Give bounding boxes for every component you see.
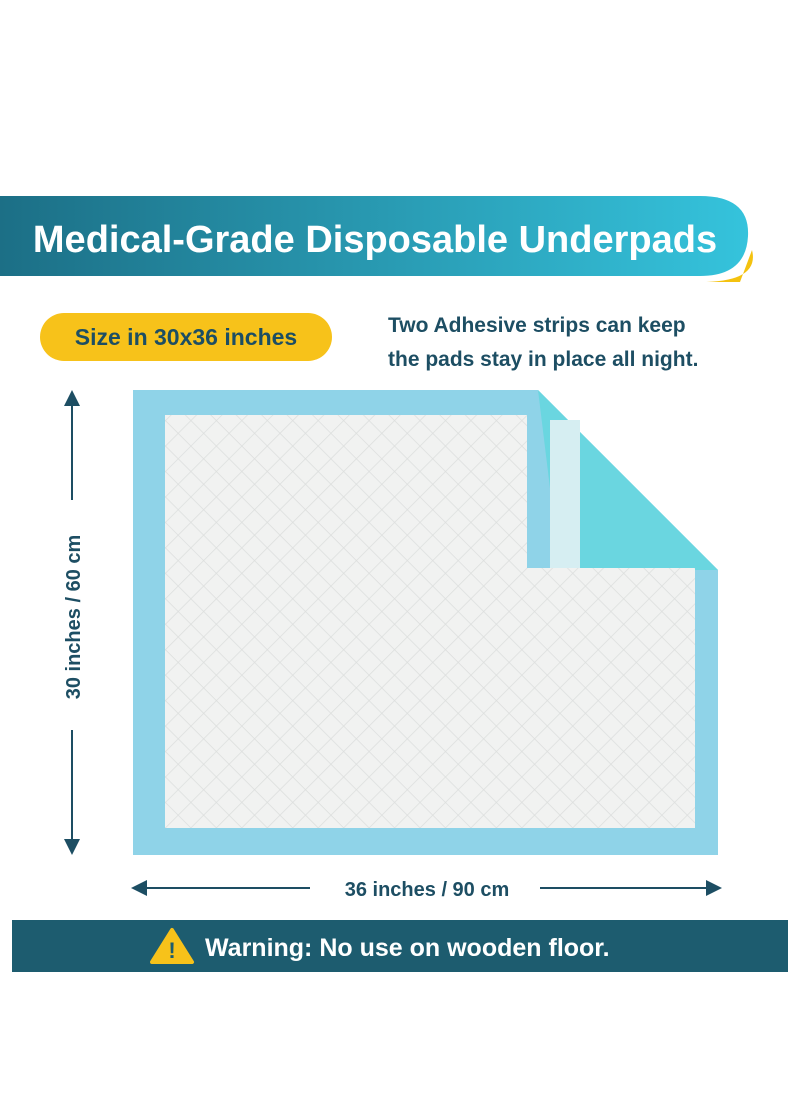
width-label: 36 inches / 90 cm — [345, 879, 510, 901]
size-badge-text: Size in 30x36 inches — [75, 324, 297, 350]
adhesive-strip — [550, 420, 580, 570]
height-label: 30 inches / 60 cm — [63, 535, 85, 700]
note-line: Two Adhesive strips can keep — [388, 314, 686, 337]
header-title: Medical-Grade Disposable Underpads — [33, 219, 717, 261]
warning-bar — [12, 920, 788, 972]
pad-surface — [165, 415, 695, 828]
header-banner — [0, 196, 749, 276]
pad-fold — [538, 390, 718, 570]
note-line: the pads stay in place all night. — [388, 348, 698, 371]
warning-icon — [150, 928, 194, 964]
warning-icon-mark: ! — [168, 938, 175, 963]
warning-text: Warning: No use on wooden floor. — [205, 934, 610, 962]
size-badge — [40, 313, 332, 361]
